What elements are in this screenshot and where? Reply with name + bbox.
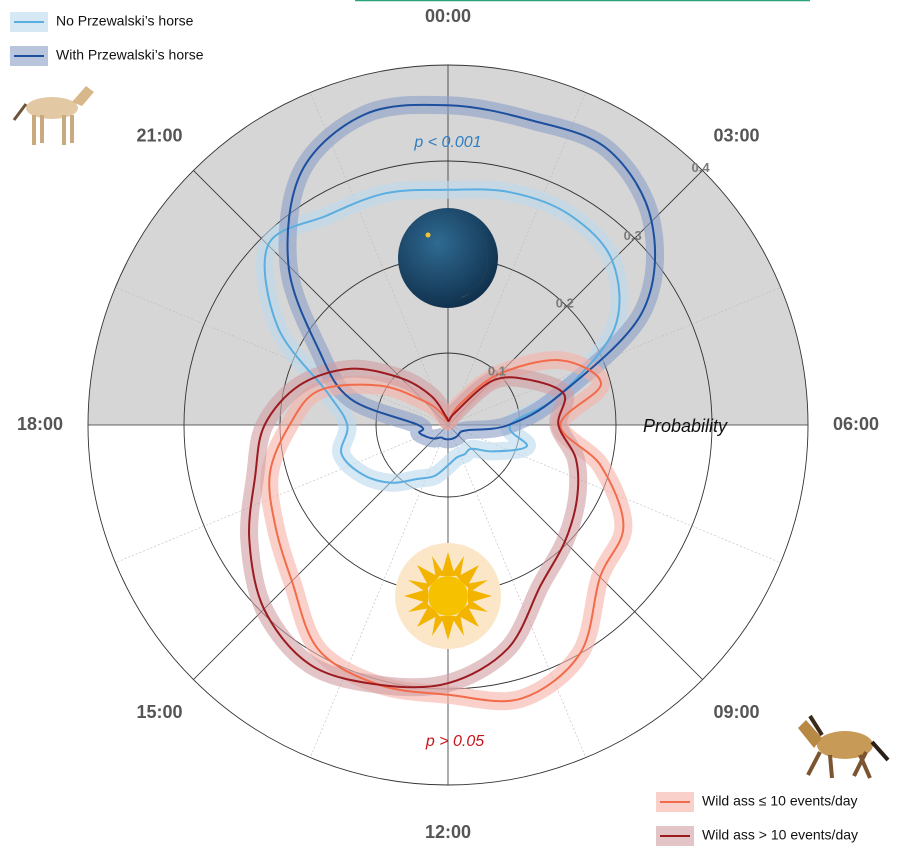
x-tick-label: 18:00 (17, 414, 63, 434)
series-line (286, 103, 657, 441)
axis-label: Probability (643, 416, 728, 436)
lines (248, 103, 657, 703)
minor-spoke (447, 92, 587, 426)
y-tick-label: 0.2 (556, 296, 574, 311)
minor-spoke (309, 92, 449, 426)
annotation: p > 0.05 (425, 733, 484, 750)
spoke (447, 424, 703, 680)
x-tick-label: 06:00 (833, 414, 879, 434)
labels: 0.1 0.2 0.3 0.4 00:00 03:00 06:00 09:00 12:00 15:… (17, 6, 879, 842)
x-tick-label: 21:00 (136, 125, 182, 145)
series-line (268, 358, 625, 703)
legend-label: Wild ass ≤ 10 events/day (702, 793, 858, 809)
x-tick-label: 00:00 (425, 6, 471, 26)
legend-label: With Przewalski’s horse (56, 47, 204, 63)
spoke (193, 424, 449, 680)
series-line (263, 188, 621, 484)
series-line (248, 367, 580, 689)
annotation: p < 0.001 (413, 134, 481, 151)
sun-icon (395, 543, 501, 649)
moon-icon (398, 208, 498, 308)
legend-label: No Przewalski’s horse (56, 13, 194, 29)
y-tick-label: 0.1 (488, 364, 506, 379)
minor-spoke (447, 286, 781, 426)
minor-spoke (115, 424, 449, 564)
x-tick-label: 09:00 (713, 702, 759, 722)
wild-ass-icon (12, 86, 94, 145)
przewalski-horse-icon (798, 714, 890, 779)
minor-spoke (115, 286, 449, 426)
x-tick-label: 15:00 (136, 702, 182, 722)
x-tick-label: 03:00 (713, 125, 759, 145)
y-tick-label: 0.3 (624, 228, 642, 243)
legend-label: Wild ass > 10 events/day (702, 827, 858, 843)
legend: No Przewalski’s horse With Przewalski’s h… (10, 12, 858, 846)
y-tick-label: 0.4 (692, 160, 711, 175)
x-tick-label: 12:00 (425, 822, 471, 842)
minor-spoke (447, 424, 587, 758)
